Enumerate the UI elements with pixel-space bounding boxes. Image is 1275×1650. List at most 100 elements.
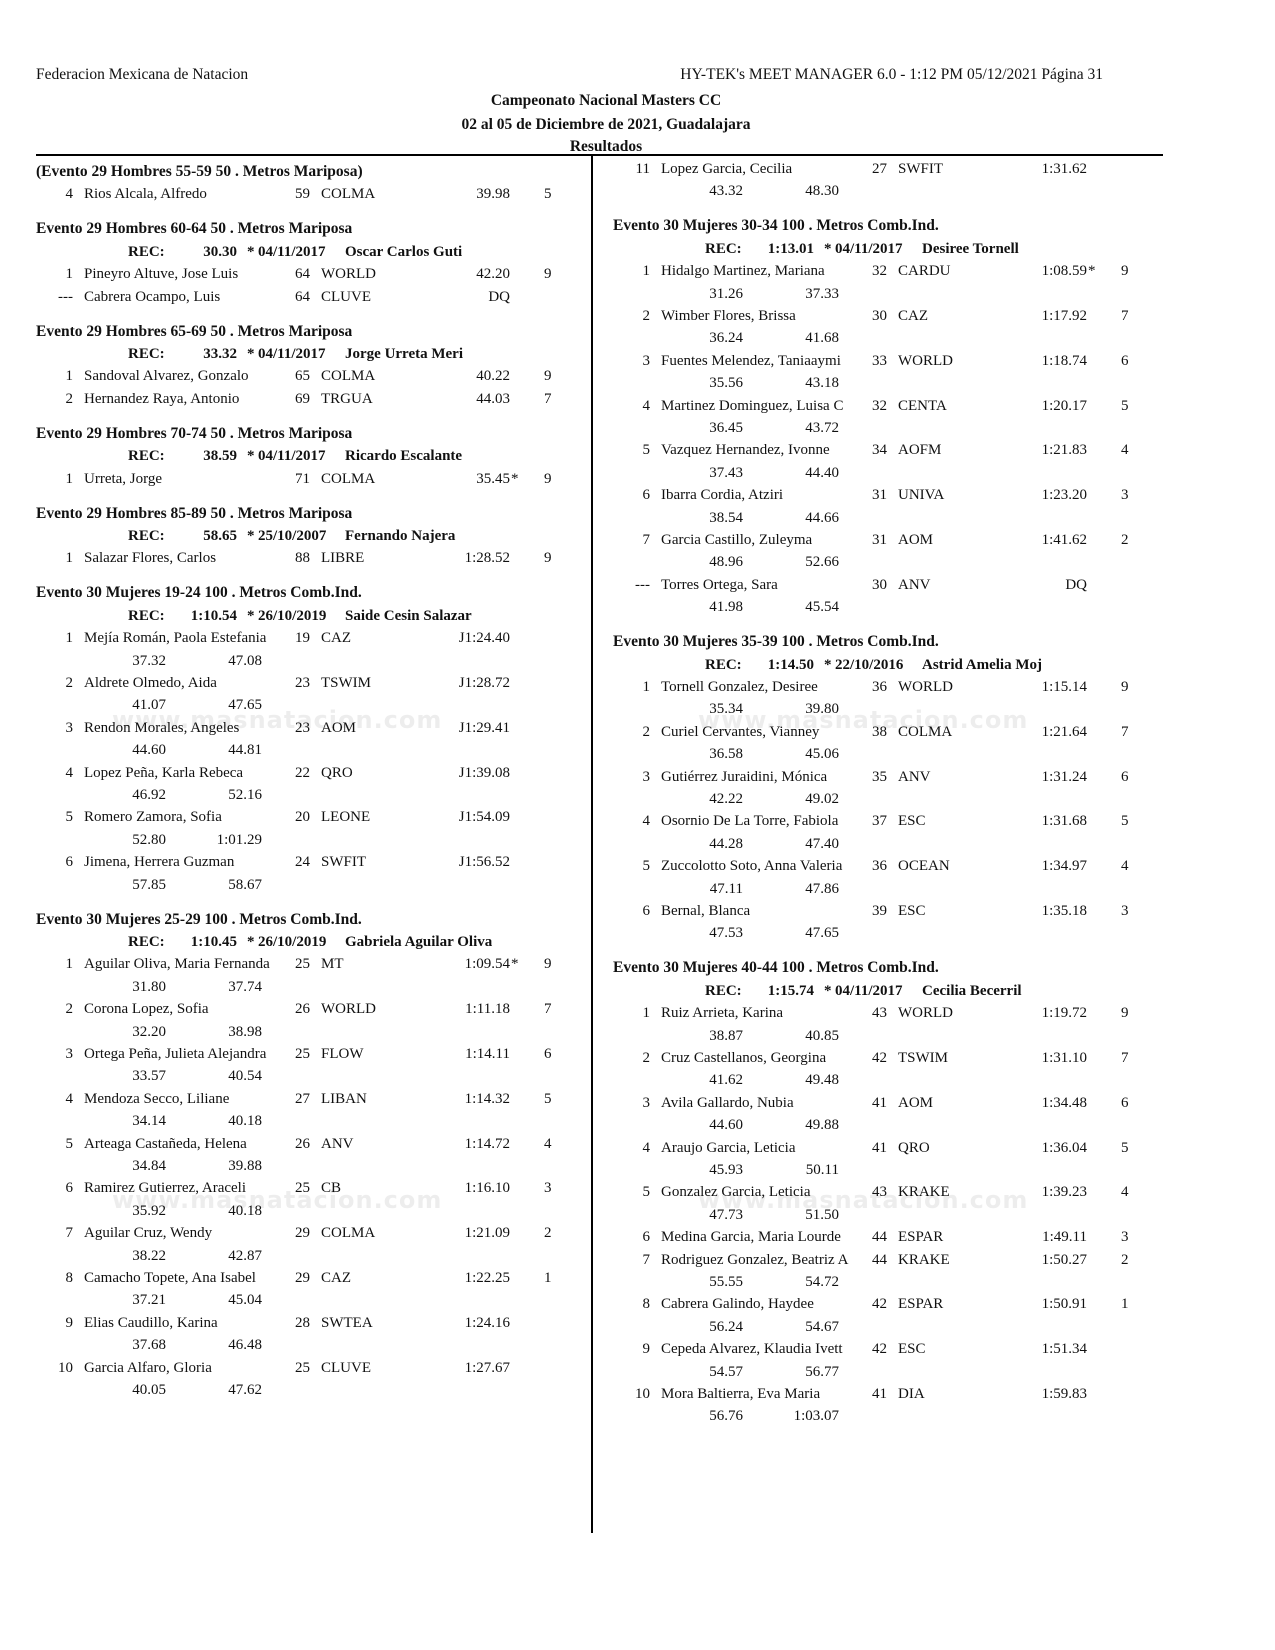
team: ANV bbox=[321, 1135, 354, 1152]
swimmer-name: Pineyro Altuve, Jose Luis bbox=[84, 266, 239, 283]
split-time: 55.55 bbox=[709, 1274, 743, 1290]
team: COLMA bbox=[321, 368, 376, 385]
record-label: REC: bbox=[705, 982, 742, 999]
swimmer-name: Aguilar Cruz, Wendy bbox=[84, 1225, 213, 1242]
team: CAZ bbox=[898, 308, 928, 324]
swimmer-name: Jimena, Herrera Guzman bbox=[84, 854, 235, 871]
split-time: 47.65 bbox=[805, 925, 839, 942]
event-title: Evento 29 Hombres 70-74 50 . Metros Mari… bbox=[36, 424, 353, 442]
record-date: 26/10/2019 bbox=[258, 607, 327, 624]
age: 36 bbox=[872, 679, 887, 695]
swimmer-name: Arteaga Castañeda, Helena bbox=[84, 1135, 247, 1152]
event-title: Evento 30 Mujeres 40-44 100 . Metros Com… bbox=[613, 959, 939, 977]
place: 3 bbox=[642, 768, 651, 785]
event-title: Evento 30 Mujeres 30-34 100 . Metros Com… bbox=[613, 217, 939, 235]
age: 42 bbox=[872, 1296, 887, 1313]
place: 7 bbox=[642, 532, 651, 548]
swimmer-name: Fuentes Melendez, Taniaaymi bbox=[661, 352, 841, 369]
meet-title: Campeonato Nacional Masters CC bbox=[490, 92, 722, 109]
split-time: 41.98 bbox=[709, 599, 743, 616]
age: 30 bbox=[872, 308, 887, 324]
split-time: 39.88 bbox=[228, 1158, 262, 1174]
final-time: 1:50.27 bbox=[1041, 1251, 1087, 1268]
age: 59 bbox=[295, 186, 310, 203]
final-time: J1:29.41 bbox=[458, 719, 510, 736]
team: CLUVE bbox=[321, 1359, 371, 1376]
split-time: 37.43 bbox=[709, 464, 743, 481]
points: 6 bbox=[1121, 1094, 1129, 1111]
event-title: Evento 29 Hombres 60-64 50 . Metros Mari… bbox=[36, 220, 353, 238]
swimmer-name: Wimber Flores, Brissa bbox=[661, 308, 796, 324]
place: 4 bbox=[65, 1090, 74, 1107]
split-time: 38.22 bbox=[132, 1247, 166, 1264]
final-time: 1:36.04 bbox=[1041, 1139, 1087, 1156]
split-time: 43.32 bbox=[709, 183, 743, 200]
event-title: Evento 30 Mujeres 25-29 100 . Metros Com… bbox=[36, 910, 362, 928]
split-time: 47.08 bbox=[228, 652, 262, 669]
split-time: 41.68 bbox=[805, 330, 839, 347]
team: UNIVA bbox=[898, 487, 945, 504]
age: 28 bbox=[295, 1314, 310, 1331]
points: 9 bbox=[544, 956, 552, 973]
final-time: 1:31.62 bbox=[1041, 161, 1087, 177]
record-time: 1:10.45 bbox=[190, 934, 237, 950]
final-time: 1:51.34 bbox=[1041, 1341, 1087, 1358]
record-label: REC: bbox=[705, 656, 742, 673]
points: 7 bbox=[544, 1001, 552, 1018]
age: 41 bbox=[872, 1386, 887, 1402]
software-page-info: HY-TEK's MEET MANAGER 6.0 - 1:12 PM 05/1… bbox=[680, 66, 1103, 83]
final-time: 1:14.72 bbox=[464, 1135, 510, 1152]
points: 2 bbox=[1121, 1251, 1129, 1268]
record-mark: * bbox=[247, 346, 255, 362]
age: 36 bbox=[872, 858, 887, 875]
final-time: 1:41.62 bbox=[1041, 532, 1087, 548]
points: 5 bbox=[1121, 1139, 1129, 1156]
record-date: 04/11/2017 bbox=[835, 982, 903, 999]
age: 26 bbox=[295, 1135, 310, 1152]
record-time: 1:10.54 bbox=[190, 607, 237, 624]
event-title: Evento 30 Mujeres 35-39 100 . Metros Com… bbox=[613, 633, 939, 651]
swimmer-name: Cabrera Ocampo, Luis bbox=[84, 288, 221, 305]
split-time: 41.07 bbox=[132, 697, 166, 714]
points: 4 bbox=[1121, 442, 1129, 459]
split-time: 40.85 bbox=[805, 1027, 839, 1044]
age: 71 bbox=[295, 470, 310, 487]
split-time: 56.24 bbox=[709, 1318, 743, 1335]
place: 10 bbox=[635, 1386, 650, 1402]
final-time: 1:27.67 bbox=[464, 1359, 510, 1376]
record-time: 38.59 bbox=[203, 448, 237, 465]
points: 1 bbox=[544, 1270, 552, 1286]
split-time: 34.14 bbox=[132, 1113, 166, 1130]
team: KRAKE bbox=[898, 1251, 950, 1268]
swimmer-name: Ibarra Cordia, Atziri bbox=[661, 487, 784, 504]
age: 25 bbox=[295, 1359, 310, 1376]
final-time: J1:28.72 bbox=[458, 675, 510, 691]
record-mark: * bbox=[247, 243, 255, 260]
place: 8 bbox=[642, 1296, 651, 1313]
place: 3 bbox=[642, 1094, 651, 1111]
age: 26 bbox=[295, 1001, 310, 1018]
record-holder: Jorge Urreta Meri bbox=[345, 346, 463, 362]
points: 3 bbox=[1121, 1229, 1129, 1246]
place: 4 bbox=[642, 397, 651, 414]
age: 32 bbox=[872, 397, 887, 414]
watermark: www.masnatacion.com bbox=[112, 706, 443, 734]
final-time: 40.22 bbox=[476, 368, 510, 385]
final-time: J1:54.09 bbox=[458, 809, 510, 826]
final-time: 1:39.23 bbox=[1041, 1184, 1087, 1201]
swimmer-name: Medina Garcia, Maria Lourde bbox=[661, 1229, 841, 1246]
record-mark: * bbox=[824, 240, 832, 257]
place: 6 bbox=[642, 487, 651, 504]
place: 6 bbox=[642, 1229, 651, 1246]
swimmer-name: Zuccolotto Soto, Anna Valeria bbox=[661, 858, 843, 875]
event-title: Evento 29 Hombres 65-69 50 . Metros Mari… bbox=[36, 322, 353, 340]
place: 6 bbox=[65, 1180, 74, 1197]
final-time: 1:21.64 bbox=[1041, 723, 1087, 740]
split-time: 44.40 bbox=[805, 464, 839, 481]
final-time: 1:17.92 bbox=[1041, 308, 1087, 324]
age: 39 bbox=[872, 903, 887, 919]
final-time: 1:09.54 bbox=[464, 956, 510, 973]
split-time: 44.81 bbox=[228, 742, 262, 759]
swimmer-name: Cepeda Alvarez, Klaudia Ivett bbox=[661, 1341, 843, 1358]
points: 9 bbox=[1121, 679, 1129, 695]
